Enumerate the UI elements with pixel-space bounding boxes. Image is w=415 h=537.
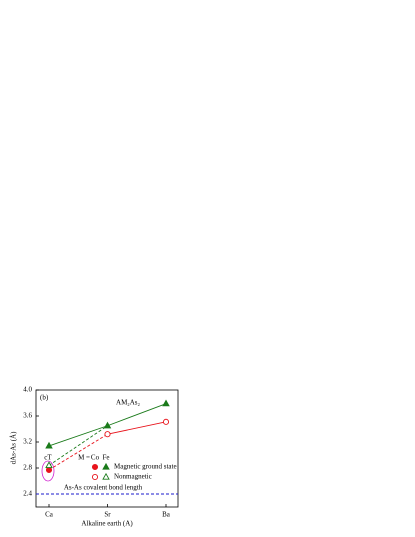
y-axis-label: dAs-As (Å) [10, 431, 18, 465]
legend-marker [91, 463, 99, 471]
legend-marker [102, 462, 110, 470]
data-point [45, 461, 53, 469]
plot-frame [35, 389, 179, 508]
x-tick-label: Sr [104, 511, 111, 519]
data-point [162, 399, 170, 407]
legend-marker [102, 472, 110, 480]
legend-prefix: M = [78, 454, 90, 462]
x-axis-label: Alkaline earth (A) [81, 520, 133, 528]
series-line [48, 433, 108, 471]
ct-ellipse [41, 460, 55, 482]
legend-metal: Fe [103, 454, 110, 462]
legend-metal: Co [91, 454, 100, 462]
data-point [103, 421, 112, 429]
legend-marker [91, 473, 99, 481]
reference-label: As-As covalent bond length [64, 484, 143, 492]
legend-label: Nonmagnetic [114, 473, 152, 481]
x-tick-label: Ca [45, 511, 54, 519]
panel-label: (b) [40, 394, 49, 402]
data-point [45, 466, 53, 474]
data-point [104, 431, 111, 438]
chart-title: AM₂As₂ [116, 399, 140, 407]
x-tick-label: Ba [162, 511, 171, 519]
y-tick-label: 2.4 [23, 490, 32, 498]
data-point [162, 418, 170, 425]
y-tick-label: 3.6 [23, 412, 32, 420]
ct-label: cT [44, 454, 52, 462]
data-point [45, 441, 53, 449]
series-line [107, 421, 167, 435]
y-tick-label: 3.2 [23, 438, 32, 446]
y-tick-label: 2.8 [23, 464, 32, 472]
y-tick-label: 4.0 [23, 386, 32, 394]
legend-label: Magnetic ground state [114, 463, 177, 471]
series-line [48, 425, 108, 466]
